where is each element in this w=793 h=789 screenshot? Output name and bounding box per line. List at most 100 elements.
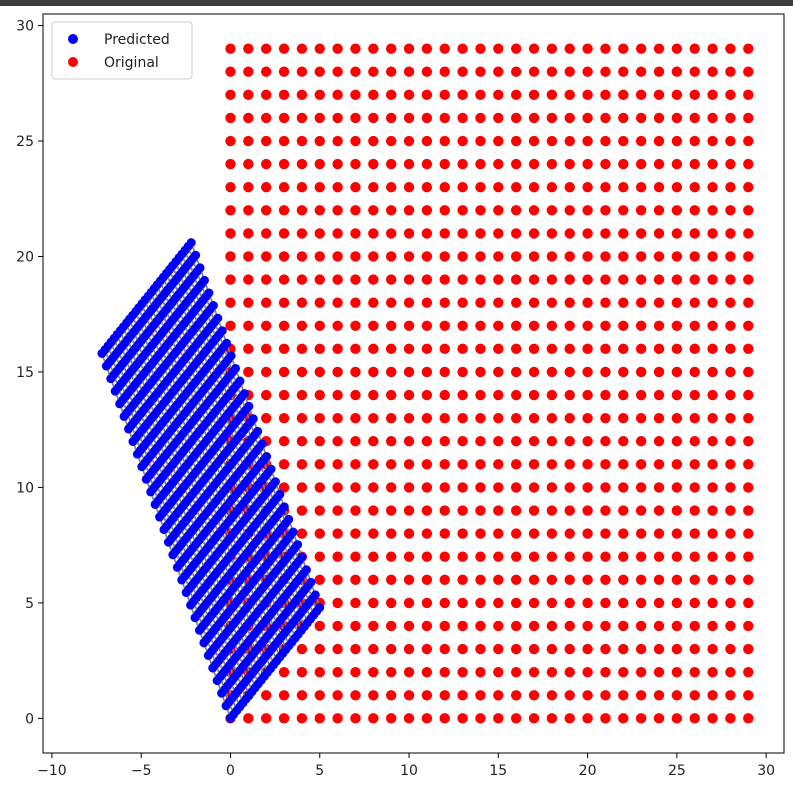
point-original xyxy=(457,459,468,470)
point-original xyxy=(618,251,629,262)
point-original xyxy=(421,274,433,285)
point-original xyxy=(439,182,450,193)
point-original xyxy=(671,135,683,147)
point-original xyxy=(528,528,540,539)
point-original xyxy=(564,89,575,101)
point-original xyxy=(743,597,754,609)
point-original xyxy=(600,43,611,54)
point-original xyxy=(457,135,468,147)
point-original xyxy=(528,459,540,470)
point-original xyxy=(725,412,736,424)
point-original xyxy=(457,251,468,262)
point-original xyxy=(225,66,236,77)
point-original xyxy=(296,436,308,447)
point-original xyxy=(385,713,397,724)
x-tick-label: −10 xyxy=(37,763,67,779)
point-original xyxy=(528,366,540,378)
point-original xyxy=(510,459,522,470)
point-original xyxy=(350,597,361,609)
point-original xyxy=(689,412,700,424)
point-original xyxy=(332,436,343,447)
x-tick-label: 30 xyxy=(757,763,775,779)
point-original xyxy=(475,135,486,147)
point-original xyxy=(528,182,540,193)
point-original xyxy=(260,412,272,424)
point-original xyxy=(421,228,433,239)
point-original xyxy=(350,666,361,678)
point-original xyxy=(385,459,397,470)
point-original xyxy=(582,43,593,54)
point-original xyxy=(296,343,308,355)
point-original xyxy=(403,574,415,585)
point-original xyxy=(421,205,433,216)
point-original xyxy=(368,158,379,170)
point-original xyxy=(278,366,290,378)
point-original xyxy=(546,228,558,239)
point-original xyxy=(528,297,540,308)
point-original xyxy=(421,459,433,470)
point-original xyxy=(600,690,611,701)
x-tick-label: 25 xyxy=(668,763,686,779)
point-original xyxy=(403,597,415,609)
point-original xyxy=(493,205,504,216)
point-original xyxy=(725,666,736,678)
point-original xyxy=(332,597,343,609)
point-original xyxy=(350,505,361,516)
point-original xyxy=(439,459,450,470)
point-original xyxy=(385,135,397,147)
point-original xyxy=(600,482,611,493)
point-original xyxy=(350,459,361,470)
point-original xyxy=(635,713,647,724)
point-original xyxy=(600,574,611,585)
point-original xyxy=(368,389,379,401)
point-original xyxy=(564,482,575,493)
point-original xyxy=(385,89,397,101)
point-original xyxy=(350,66,361,77)
point-original xyxy=(600,228,611,239)
point-original xyxy=(421,112,433,124)
point-original xyxy=(439,666,450,678)
point-original xyxy=(243,112,254,124)
point-original xyxy=(689,66,700,77)
point-original xyxy=(743,436,754,447)
point-original xyxy=(350,228,361,239)
point-original xyxy=(635,297,647,308)
point-original xyxy=(707,297,718,308)
point-original xyxy=(260,713,272,724)
point-original xyxy=(618,620,629,632)
point-original xyxy=(618,643,629,655)
point-original xyxy=(368,482,379,493)
point-original xyxy=(546,597,558,609)
point-original xyxy=(564,551,575,562)
point-original xyxy=(243,158,254,170)
point-original xyxy=(421,89,433,101)
point-original xyxy=(385,389,397,401)
point-original xyxy=(671,320,683,331)
point-original xyxy=(314,366,325,378)
point-original xyxy=(635,459,647,470)
point-original xyxy=(743,251,754,262)
point-original xyxy=(707,389,718,401)
point-original xyxy=(385,482,397,493)
point-original xyxy=(564,459,575,470)
legend-label-predicted: Predicted xyxy=(104,32,170,48)
point-original xyxy=(743,343,754,355)
point-original xyxy=(421,713,433,724)
point-original xyxy=(671,505,683,516)
point-original xyxy=(582,135,593,147)
point-original xyxy=(332,690,343,701)
point-original xyxy=(296,251,308,262)
point-original xyxy=(493,551,504,562)
point-original xyxy=(385,412,397,424)
point-original xyxy=(475,666,486,678)
point-original xyxy=(493,43,504,54)
point-original xyxy=(510,436,522,447)
point-original xyxy=(278,482,290,493)
point-original xyxy=(546,89,558,101)
point-original xyxy=(332,666,343,678)
point-original xyxy=(278,112,290,124)
point-original xyxy=(314,89,325,101)
point-original xyxy=(225,205,236,216)
point-original xyxy=(582,574,593,585)
point-original xyxy=(600,135,611,147)
